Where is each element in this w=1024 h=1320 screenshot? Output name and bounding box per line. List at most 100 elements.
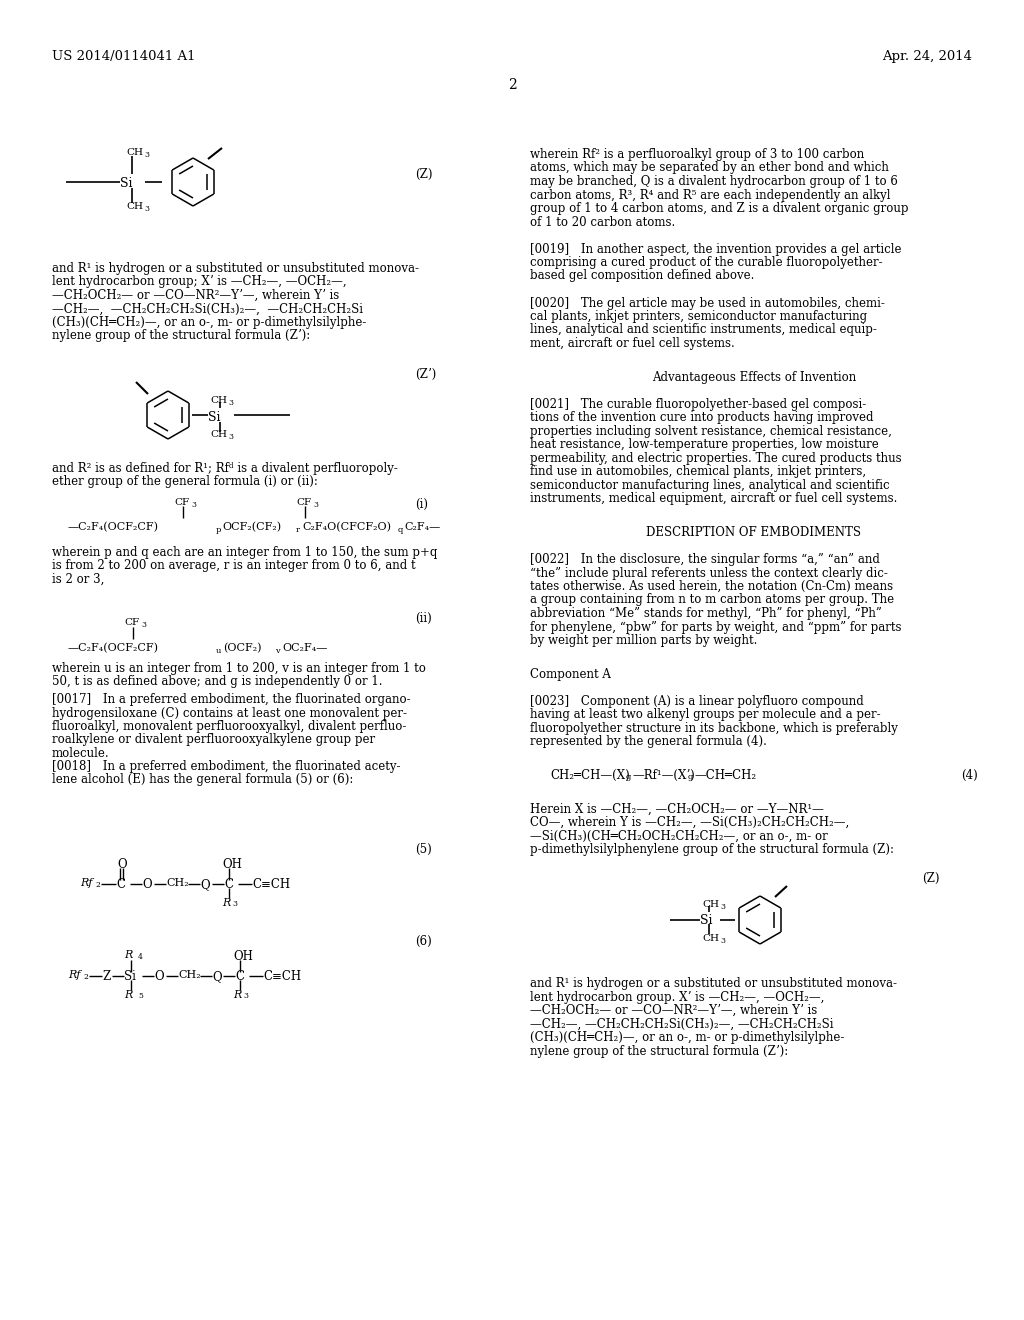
Text: 3: 3 — [720, 903, 725, 911]
Text: OCF₂(CF₂): OCF₂(CF₂) — [222, 521, 282, 532]
Text: [0018] In a preferred embodiment, the fluorinated acety-: [0018] In a preferred embodiment, the fl… — [52, 760, 400, 774]
Text: C₂F₄—: C₂F₄— — [404, 521, 440, 532]
Text: O: O — [117, 858, 127, 871]
Text: g: g — [626, 774, 632, 781]
Text: C₂F₄O(CFCF₂O): C₂F₄O(CFCF₂O) — [302, 521, 391, 532]
Text: CO—, wherein Y is —CH₂—, —Si(CH₃)₂CH₂CH₂CH₂—,: CO—, wherein Y is —CH₂—, —Si(CH₃)₂CH₂CH₂… — [530, 816, 849, 829]
Text: 3: 3 — [228, 399, 233, 407]
Text: OH: OH — [233, 950, 253, 964]
Text: (Z): (Z) — [923, 873, 940, 884]
Text: g: g — [688, 774, 693, 781]
Text: of 1 to 20 carbon atoms.: of 1 to 20 carbon atoms. — [530, 215, 675, 228]
Text: “the” include plural referents unless the context clearly dic-: “the” include plural referents unless th… — [530, 566, 888, 579]
Text: CF: CF — [296, 498, 311, 507]
Text: 2: 2 — [508, 78, 516, 92]
Text: for phenylene, “pbw” for parts by weight, and “ppm” for parts: for phenylene, “pbw” for parts by weight… — [530, 620, 901, 634]
Text: (ii): (ii) — [415, 612, 432, 624]
Text: (OCF₂): (OCF₂) — [223, 643, 261, 653]
Text: lent hydrocarbon group. Xʼ is —CH₂—, —OCH₂—,: lent hydrocarbon group. Xʼ is —CH₂—, —OC… — [530, 990, 824, 1003]
Text: tates otherwise. As used herein, the notation (Cn-Cm) means: tates otherwise. As used herein, the not… — [530, 579, 893, 593]
Text: hydrogensiloxane (C) contains at least one monovalent per-: hydrogensiloxane (C) contains at least o… — [52, 706, 407, 719]
Text: [0019] In another aspect, the invention provides a gel article: [0019] In another aspect, the invention … — [530, 243, 901, 256]
Text: —CH═CH₂: —CH═CH₂ — [694, 770, 756, 781]
Text: Si: Si — [208, 411, 220, 424]
Text: Si: Si — [120, 177, 132, 190]
Text: (CH₃)(CH═CH₂)—, or an o-, m- or p-dimethylsilylphe-: (CH₃)(CH═CH₂)—, or an o-, m- or p-dimeth… — [530, 1031, 845, 1044]
Text: u: u — [216, 647, 221, 655]
Text: find use in automobiles, chemical plants, inkjet printers,: find use in automobiles, chemical plants… — [530, 465, 866, 478]
Text: CH₂═CH—(X): CH₂═CH—(X) — [550, 770, 630, 781]
Text: CH: CH — [126, 202, 143, 211]
Text: (Z): (Z) — [415, 168, 432, 181]
Text: properties including solvent resistance, chemical resistance,: properties including solvent resistance,… — [530, 425, 892, 438]
Text: permeability, and electric properties. The cured products thus: permeability, and electric properties. T… — [530, 451, 901, 465]
Text: based gel composition defined above.: based gel composition defined above. — [530, 269, 755, 282]
Text: (6): (6) — [415, 935, 432, 948]
Text: C≡CH: C≡CH — [252, 878, 290, 891]
Text: —CH₂OCH₂— or —CO—NR²—Yʼ—, wherein Yʼ is: —CH₂OCH₂— or —CO—NR²—Yʼ—, wherein Yʼ is — [52, 289, 339, 302]
Text: CH₂: CH₂ — [166, 878, 188, 888]
Text: and R¹ is hydrogen or a substituted or unsubstituted monova-: and R¹ is hydrogen or a substituted or u… — [52, 261, 419, 275]
Text: Herein X is —CH₂—, —CH₂OCH₂— or —Y—NR¹—: Herein X is —CH₂—, —CH₂OCH₂— or —Y—NR¹— — [530, 803, 824, 816]
Text: CF: CF — [174, 498, 189, 507]
Text: nylene group of the structural formula (Zʼ):: nylene group of the structural formula (… — [530, 1044, 788, 1057]
Text: fluoroalkyl, monovalent perfluorooxyalkyl, divalent perfluo-: fluoroalkyl, monovalent perfluorooxyalky… — [52, 719, 407, 733]
Text: and R² is as defined for R¹; Rfᵈ is a divalent perfluoropoly-: and R² is as defined for R¹; Rfᵈ is a di… — [52, 462, 398, 475]
Text: abbreviation “Me” stands for methyl, “Ph” for phenyl, “Ph”: abbreviation “Me” stands for methyl, “Ph… — [530, 607, 882, 620]
Text: Si: Si — [124, 970, 136, 983]
Text: Q: Q — [212, 970, 221, 983]
Text: 3: 3 — [243, 993, 248, 1001]
Text: CH: CH — [702, 900, 719, 909]
Text: CH: CH — [210, 430, 227, 440]
Text: C≡CH: C≡CH — [263, 970, 301, 983]
Text: O: O — [154, 970, 164, 983]
Text: Apr. 24, 2014: Apr. 24, 2014 — [882, 50, 972, 63]
Text: 3: 3 — [313, 502, 318, 510]
Text: R: R — [124, 950, 132, 960]
Text: heat resistance, low-temperature properties, low moisture: heat resistance, low-temperature propert… — [530, 438, 879, 451]
Text: group of 1 to 4 carbon atoms, and Z is a divalent organic group: group of 1 to 4 carbon atoms, and Z is a… — [530, 202, 908, 215]
Text: —CH₂—, —CH₂CH₂CH₂Si(CH₃)₂—, —CH₂CH₂CH₂Si: —CH₂—, —CH₂CH₂CH₂Si(CH₃)₂—, —CH₂CH₂CH₂Si — [530, 1018, 834, 1031]
Text: lent hydrocarbon group; Xʼ is —CH₂—, —OCH₂—,: lent hydrocarbon group; Xʼ is —CH₂—, —OC… — [52, 276, 347, 289]
Text: ether group of the general formula (i) or (ii):: ether group of the general formula (i) o… — [52, 475, 317, 488]
Text: —C₂F₄(OCF₂CF): —C₂F₄(OCF₂CF) — [68, 643, 159, 653]
Text: R: R — [124, 990, 132, 1001]
Text: (5): (5) — [415, 843, 432, 855]
Text: having at least two alkenyl groups per molecule and a per-: having at least two alkenyl groups per m… — [530, 709, 881, 721]
Text: atoms, which may be separated by an ether bond and which: atoms, which may be separated by an ethe… — [530, 161, 889, 174]
Text: p: p — [216, 525, 221, 535]
Text: r: r — [296, 525, 300, 535]
Text: (Zʼ): (Zʼ) — [415, 368, 436, 381]
Text: 50, t is as defined above; and g is independently 0 or 1.: 50, t is as defined above; and g is inde… — [52, 676, 383, 689]
Text: 3: 3 — [144, 150, 150, 158]
Text: 3: 3 — [720, 937, 725, 945]
Text: CF: CF — [124, 618, 139, 627]
Text: wherein u is an integer from 1 to 200, v is an integer from 1 to: wherein u is an integer from 1 to 200, v… — [52, 663, 426, 675]
Text: 3: 3 — [228, 433, 233, 441]
Text: may be branched, Q is a divalent hydrocarbon group of 1 to 6: may be branched, Q is a divalent hydroca… — [530, 176, 898, 187]
Text: CH: CH — [210, 396, 227, 405]
Text: Advantageous Effects of Invention: Advantageous Effects of Invention — [652, 371, 856, 384]
Text: Q: Q — [200, 878, 210, 891]
Text: [0020] The gel article may be used in automobiles, chemi-: [0020] The gel article may be used in au… — [530, 297, 885, 309]
Text: p-dimethylsilylphenylene group of the structural formula (Z):: p-dimethylsilylphenylene group of the st… — [530, 843, 894, 857]
Text: 5: 5 — [138, 993, 143, 1001]
Text: [0017] In a preferred embodiment, the fluorinated organo-: [0017] In a preferred embodiment, the fl… — [52, 693, 411, 706]
Text: C: C — [234, 970, 244, 983]
Text: cal plants, inkjet printers, semiconductor manufacturing: cal plants, inkjet printers, semiconduct… — [530, 310, 867, 323]
Text: and R¹ is hydrogen or a substituted or unsubstituted monova-: and R¹ is hydrogen or a substituted or u… — [530, 977, 897, 990]
Text: —C₂F₄(OCF₂CF): —C₂F₄(OCF₂CF) — [68, 521, 159, 532]
Text: 3: 3 — [232, 900, 237, 908]
Text: —CH₂OCH₂— or —CO—NR²—Yʼ—, wherein Yʼ is: —CH₂OCH₂— or —CO—NR²—Yʼ—, wherein Yʼ is — [530, 1005, 817, 1016]
Text: q: q — [398, 525, 403, 535]
Text: —Si(CH₃)(CH═CH₂OCH₂CH₂CH₂—, or an o-, m- or: —Si(CH₃)(CH═CH₂OCH₂CH₂CH₂—, or an o-, m-… — [530, 830, 827, 842]
Text: (CH₃)(CH═CH₂)—, or an o-, m- or p-dimethylsilylphe-: (CH₃)(CH═CH₂)—, or an o-, m- or p-dimeth… — [52, 315, 367, 329]
Text: Z: Z — [102, 970, 111, 983]
Text: 3: 3 — [141, 620, 146, 630]
Text: —CH₂—,  —CH₂CH₂CH₂Si(CH₃)₂—,  —CH₂CH₂CH₂Si: —CH₂—, —CH₂CH₂CH₂Si(CH₃)₂—, —CH₂CH₂CH₂Si — [52, 302, 362, 315]
Text: semiconductor manufacturing lines, analytical and scientific: semiconductor manufacturing lines, analy… — [530, 479, 890, 492]
Text: carbon atoms, R³, R⁴ and R⁵ are each independently an alkyl: carbon atoms, R³, R⁴ and R⁵ are each ind… — [530, 189, 891, 202]
Text: a group containing from n to m carbon atoms per group. The: a group containing from n to m carbon at… — [530, 594, 894, 606]
Text: OH: OH — [222, 858, 242, 871]
Text: 2: 2 — [95, 880, 100, 888]
